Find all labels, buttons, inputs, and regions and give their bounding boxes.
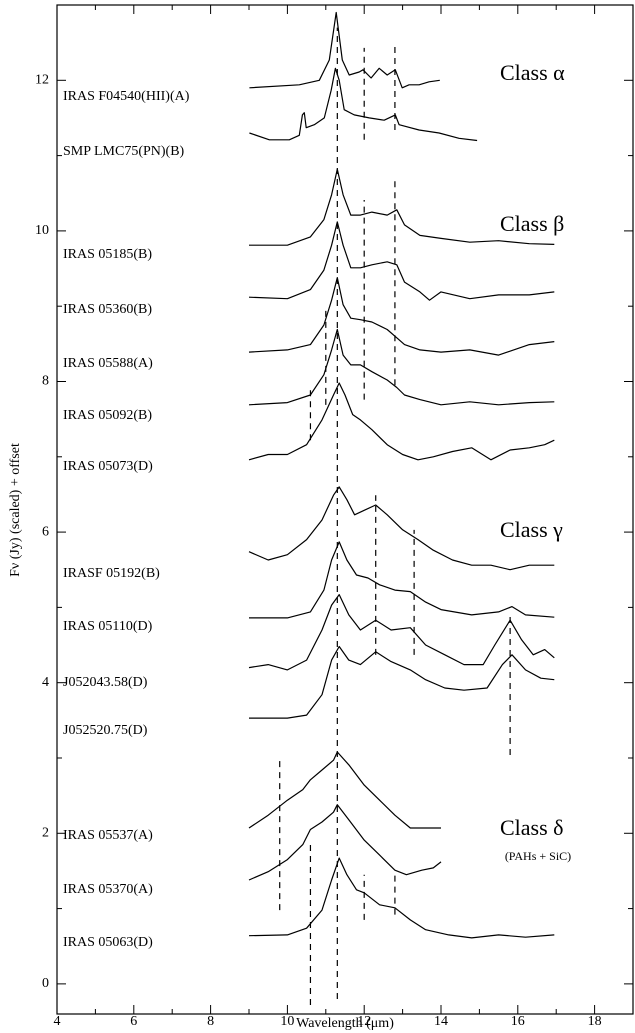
spectrum-line (248, 594, 555, 671)
x-tick-label: 16 (511, 1014, 525, 1029)
series-label: IRAS 05092(B) (63, 408, 152, 423)
series-label: J052043.58(D) (63, 675, 148, 690)
y-tick-label: 10 (35, 223, 49, 238)
series-label: IRAS 05360(B) (63, 302, 152, 317)
x-tick-label: 8 (207, 1014, 214, 1029)
spectrum-line (248, 857, 555, 939)
spectrum-line (248, 382, 555, 461)
class-annotation: Class α (500, 60, 565, 85)
x-tick-label: 6 (130, 1014, 137, 1029)
x-tick-label: 14 (434, 1014, 448, 1029)
series-label: IRAS F04540(HII)(A) (63, 89, 190, 104)
spectrum-line (249, 11, 440, 89)
series-label: IRAS 05110(D) (63, 619, 153, 634)
x-axis-label: Wavelength (μm) (296, 1016, 394, 1031)
plot-frame (56, 4, 634, 1015)
spectrum-line (249, 168, 555, 246)
series-label: IRAS 05370(A) (63, 882, 153, 897)
y-tick-label: 6 (42, 524, 49, 539)
x-tick-label: 18 (588, 1014, 602, 1029)
y-axis-label: Fν (Jy) (scaled) + offset (8, 443, 23, 577)
y-tick-label: 12 (35, 73, 49, 88)
x-tick-label: 4 (54, 1014, 61, 1029)
series-label: IRAS 05537(A) (63, 828, 153, 843)
class-annotation: Class β (500, 211, 564, 236)
class-annotation: (PAHs + SiC) (505, 849, 571, 863)
y-tick-label: 2 (42, 826, 49, 841)
class-annotation: Class δ (500, 815, 564, 840)
series-label: IRASF 05192(B) (63, 566, 160, 581)
series-label: J052520.75(D) (63, 723, 148, 738)
spectrum-line (248, 328, 555, 406)
series-label: SMP LMC75(PN)(B) (63, 144, 185, 159)
x-tick-label: 10 (280, 1014, 294, 1029)
series-label: IRAS 05073(D) (63, 459, 153, 474)
y-tick-label: 0 (42, 976, 49, 991)
spectrum-line (248, 804, 442, 881)
spectrum-line (249, 67, 478, 142)
y-tick-label: 8 (42, 374, 49, 389)
series-label: IRAS 05185(B) (63, 247, 152, 262)
spectrum-line (248, 221, 555, 301)
spectrum-line (248, 277, 555, 356)
spectrum-line (248, 751, 441, 829)
class-annotation: Class γ (500, 517, 563, 542)
series-label: IRAS 05063(D) (63, 935, 153, 950)
x-tick-label: 12 (357, 1014, 371, 1029)
spectrum-line (249, 645, 555, 719)
spectrum-line (248, 486, 555, 571)
series-label: IRAS 05588(A) (63, 356, 153, 371)
y-tick-label: 4 (42, 675, 49, 690)
spectrum-line (249, 541, 555, 619)
